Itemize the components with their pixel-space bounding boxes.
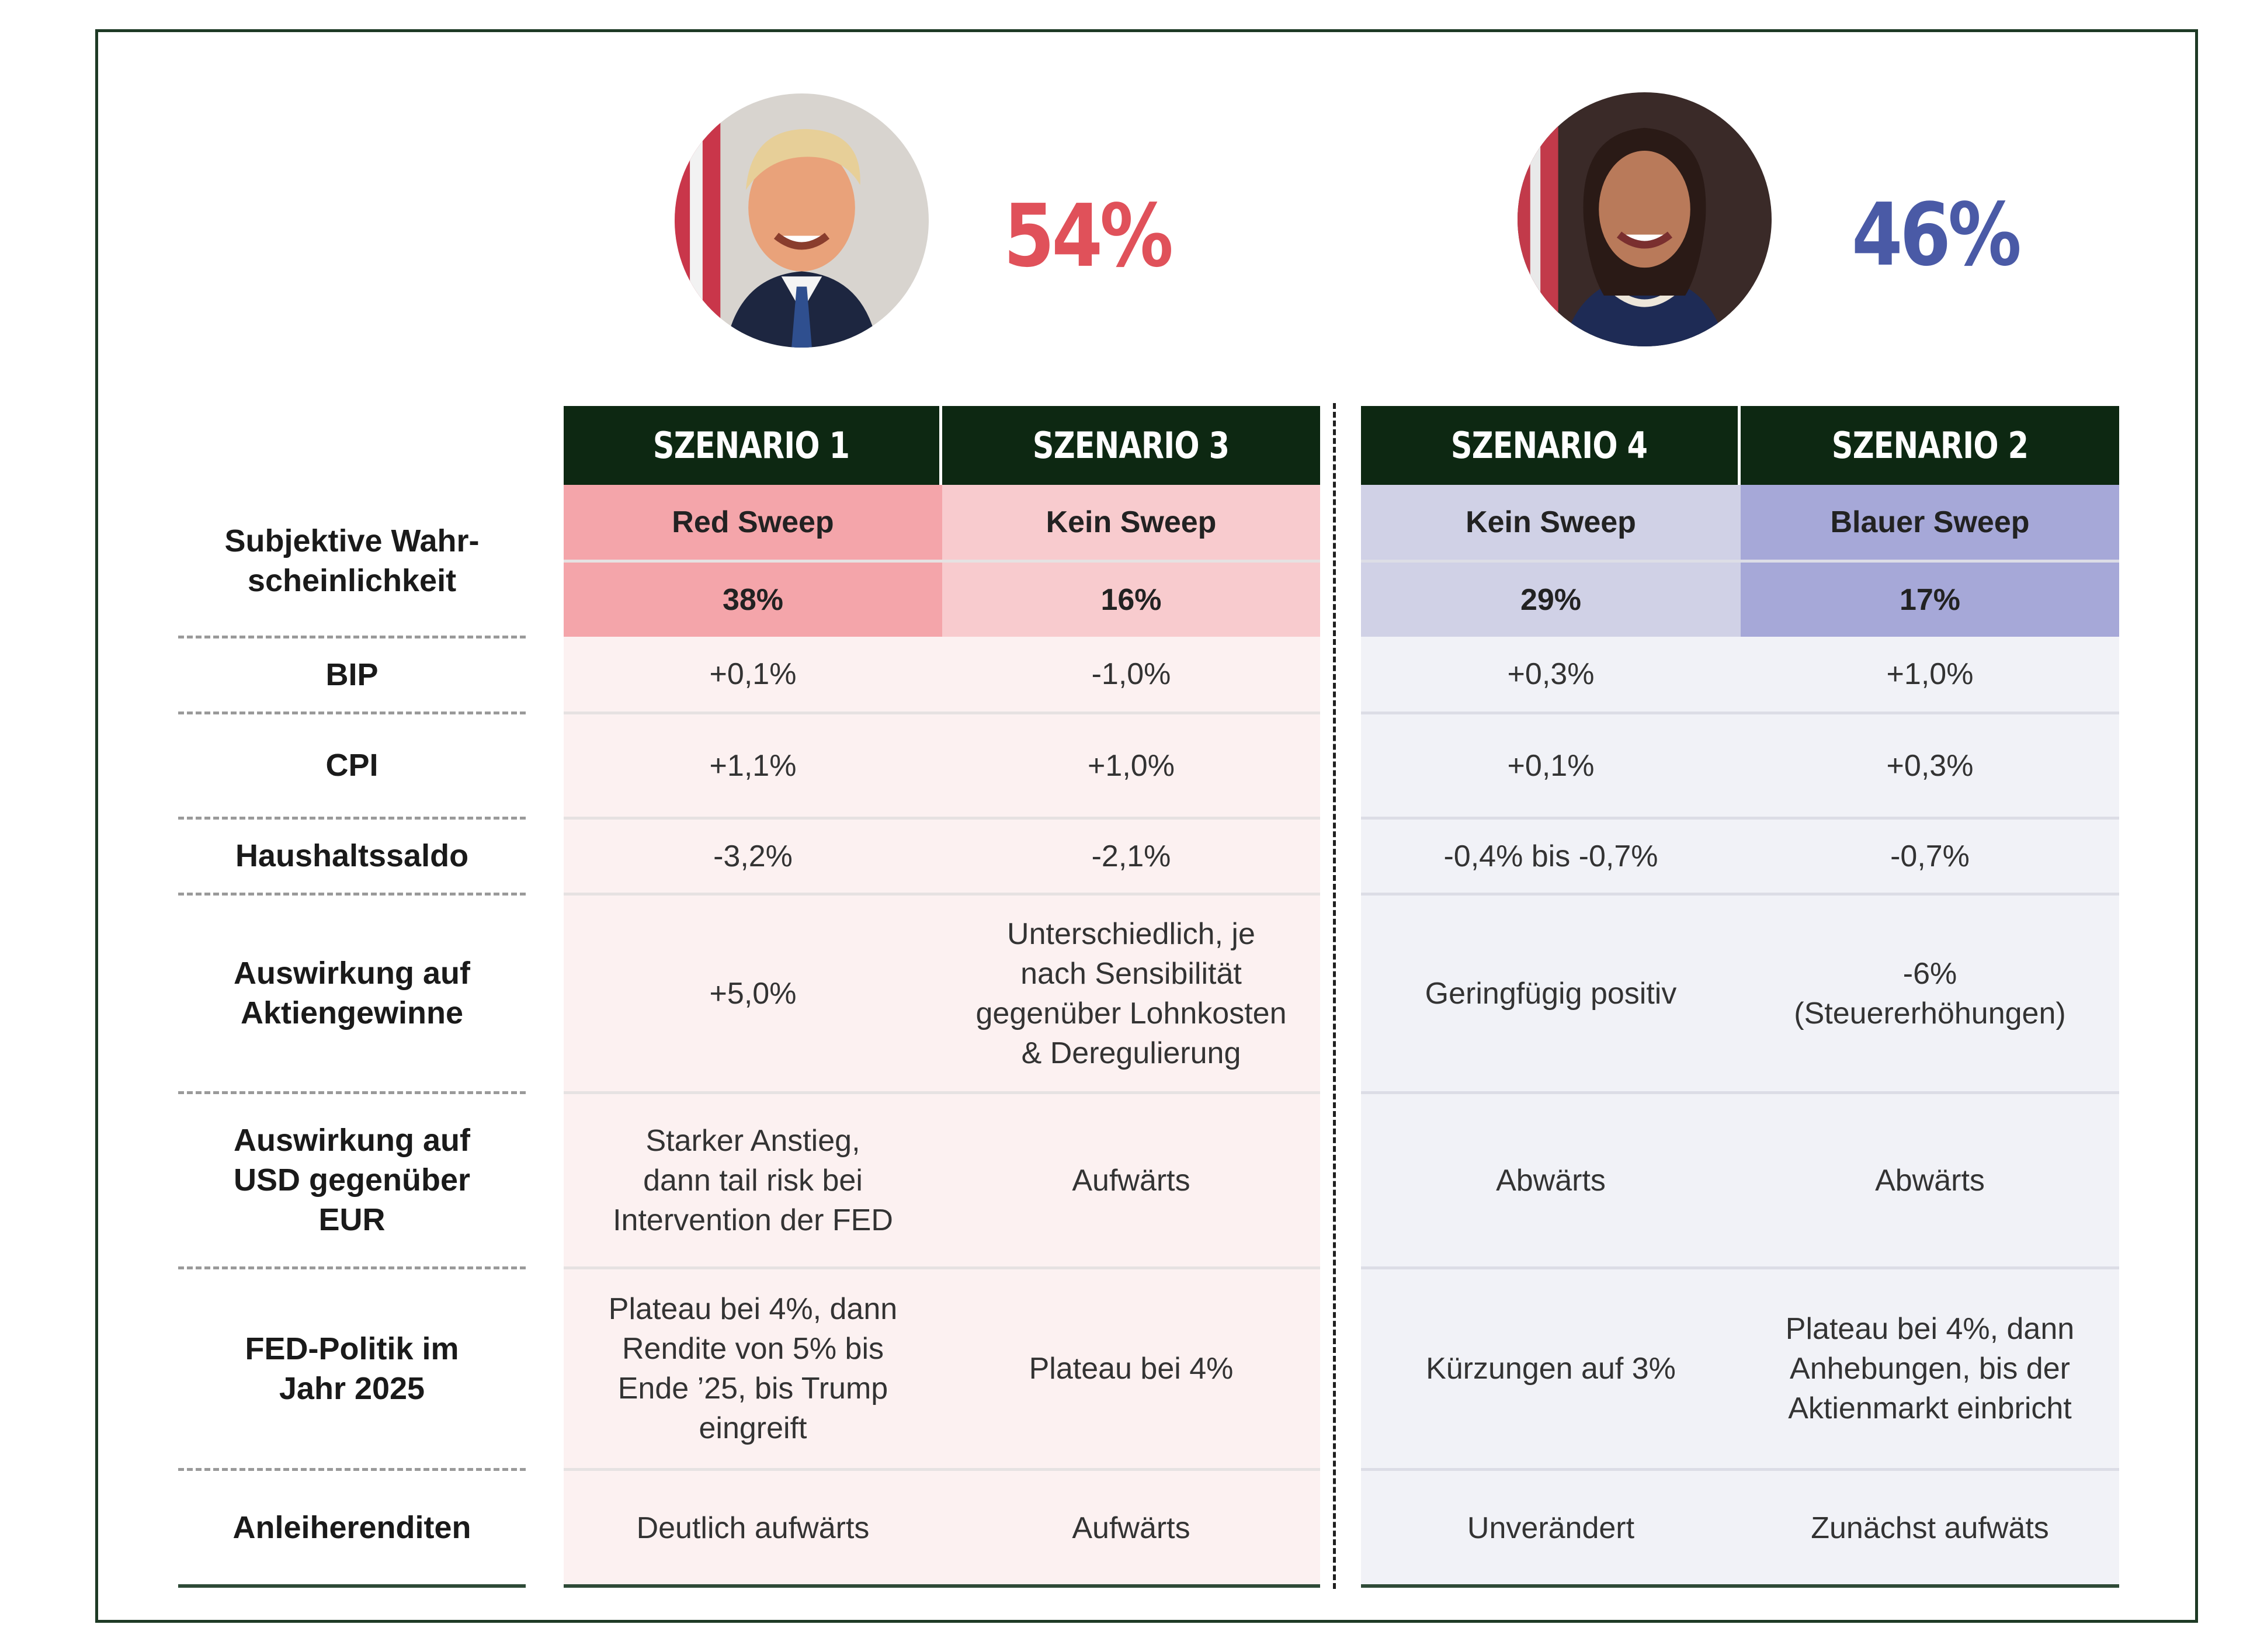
label-separator: [178, 1468, 526, 1471]
harris-portrait: [1518, 92, 1772, 346]
cell-haushalt-s2: -0,7%: [1890, 839, 1970, 873]
row-separator: [1361, 893, 2119, 896]
cell-fed-s3: Plateau bei 4%: [1029, 1352, 1234, 1386]
trump-percentage: 54%: [1004, 186, 1173, 286]
row-separator: [564, 1266, 1320, 1269]
cell-aktien-s2: -6% (Steuererhöhungen): [1794, 956, 2066, 1030]
harris-percentage: 46%: [1852, 185, 2022, 285]
label-probability: Subjektive Wahr- scheinlichkeit: [224, 523, 480, 598]
cell-cpi-s2: +0,3%: [1886, 748, 1974, 783]
label-separator: [178, 1266, 526, 1269]
cell-anleihen-s4: Unverändert: [1467, 1511, 1635, 1545]
scenario-2-sweep: Blauer Sweep: [1741, 485, 2119, 560]
row-separator: [1361, 817, 2119, 820]
label-cpi: CPI: [325, 748, 379, 783]
scenario-1-header-text: SZENARIO 1: [653, 424, 850, 467]
label-separator: [178, 712, 526, 714]
label-usd-eur: Auswirkung auf USD gegenüber EUR: [233, 1123, 471, 1237]
scenario-4-header: SZENARIO 4: [1361, 406, 1738, 485]
red-body-bg: [564, 637, 1320, 1587]
scenario-2-header: SZENARIO 2: [1741, 406, 2119, 485]
label-fed-politik: FED-Politik im Jahr 2025: [245, 1331, 459, 1406]
label-separator: [178, 817, 526, 820]
label-aktiengewinne: Auswirkung auf Aktiengewinne: [233, 956, 471, 1030]
cell-anleihen-s1: Deutlich aufwärts: [636, 1511, 870, 1545]
cell-fed-s1: Plateau bei 4%, dann Rendite von 5% bis …: [608, 1292, 898, 1445]
figure-frame: [95, 29, 2198, 1623]
label-separator: [178, 636, 526, 638]
bottom-line-red: [564, 1584, 1320, 1588]
scenario-3-header: SZENARIO 3: [942, 406, 1320, 485]
scenario-4-header-text: SZENARIO 4: [1451, 424, 1648, 467]
cell-bip-s4: +0,3%: [1507, 657, 1595, 691]
row-separator: [1361, 712, 2119, 714]
label-haushaltssaldo: Haushaltssaldo: [235, 838, 469, 873]
cell-usd-s1: Starker Anstieg, dann tail risk bei Inte…: [613, 1123, 893, 1237]
row-separator: [564, 893, 1320, 896]
cell-cpi-s3: +1,0%: [1088, 748, 1175, 783]
row-separator: [1361, 1091, 2119, 1094]
scenario-3-sweep: Kein Sweep: [942, 485, 1320, 560]
row-separator: [564, 560, 1320, 563]
cell-usd-s4: Abwärts: [1496, 1163, 1606, 1198]
cell-haushalt-s4: -0,4% bis -0,7%: [1443, 839, 1658, 873]
cell-haushalt-s3: -2,1%: [1091, 839, 1171, 873]
party-divider: [1333, 403, 1336, 1589]
cell-cpi-s1: +1,1%: [709, 748, 797, 783]
cell-anleihen-s3: Aufwärts: [1072, 1511, 1190, 1545]
cell-fed-s4: Kürzungen auf 3%: [1426, 1352, 1676, 1386]
scenario-3-prob: 16%: [942, 563, 1320, 637]
cell-anleihen-s2: Zunächst aufwäts: [1811, 1511, 2049, 1545]
row-separator: [564, 817, 1320, 820]
cell-bip-s3: -1,0%: [1091, 657, 1171, 691]
blue-body-bg: [1361, 637, 2119, 1587]
row-separator: [1361, 1468, 2119, 1471]
scenario-4-prob: 29%: [1361, 563, 1741, 637]
label-separator: [178, 1091, 526, 1094]
cell-fed-s2: Plateau bei 4%, dann Anhebungen, bis der…: [1785, 1312, 2075, 1425]
label-anleiherenditen: Anleiherenditen: [232, 1510, 471, 1545]
scenario-3-header-text: SZENARIO 3: [1033, 424, 1230, 467]
cell-bip-s2: +1,0%: [1886, 657, 1974, 691]
cell-haushalt-s1: -3,2%: [713, 839, 793, 873]
scenario-2-header-text: SZENARIO 2: [1831, 424, 2029, 467]
cell-usd-s2: Abwärts: [1875, 1163, 1985, 1198]
row-separator: [1361, 560, 2119, 563]
row-separator: [1361, 1266, 2119, 1269]
label-bip: BIP: [325, 657, 379, 692]
row-separator: [564, 1468, 1320, 1471]
cell-bip-s1: +0,1%: [709, 657, 797, 691]
trump-portrait: [675, 93, 929, 348]
label-separator: [178, 893, 526, 896]
scenario-4-sweep: Kein Sweep: [1361, 485, 1741, 560]
scenario-2-prob: 17%: [1741, 563, 2119, 637]
bottom-line-labels: [178, 1584, 526, 1588]
cell-aktien-s4: Geringfügig positiv: [1425, 976, 1677, 1011]
scenario-1-header: SZENARIO 1: [564, 406, 939, 485]
scenario-1-prob: 38%: [564, 563, 942, 637]
cell-cpi-s4: +0,1%: [1507, 748, 1595, 783]
row-separator: [564, 1091, 1320, 1094]
cell-aktien-s1: +5,0%: [709, 976, 797, 1011]
cell-usd-s3: Aufwärts: [1072, 1163, 1190, 1198]
row-separator: [564, 712, 1320, 714]
scenario-1-sweep: Red Sweep: [564, 485, 942, 560]
bottom-line-blue: [1361, 1584, 2119, 1588]
cell-aktien-s3: Unterschiedlich, je nach Sensibilität ge…: [975, 917, 1287, 1070]
